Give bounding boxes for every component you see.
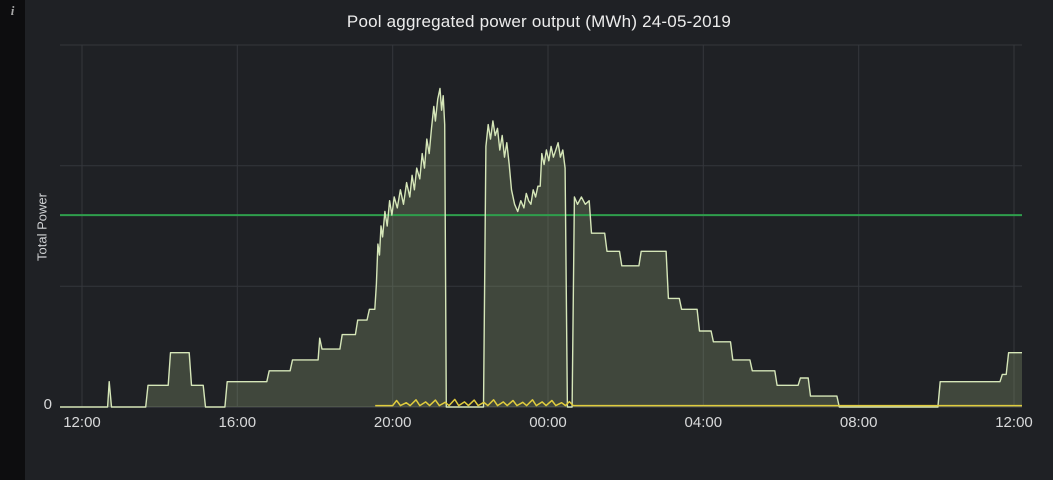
x-axis-tick-label: 12:00 [63, 414, 101, 431]
power-area-fill [60, 88, 1022, 408]
x-axis-tick-label: 16:00 [218, 414, 257, 431]
y-axis-tick-label: 0 [43, 396, 52, 413]
x-axis-tick-label: 00:00 [529, 414, 567, 431]
x-axis-tick-label: 08:00 [839, 414, 878, 431]
x-axis-tick-label: 04:00 [684, 414, 723, 431]
power-line [60, 87, 1022, 408]
left-edge-strip: i [0, 0, 25, 480]
info-icon[interactable]: i [10, 3, 15, 18]
secondary-line [375, 398, 1022, 407]
panel-title[interactable]: Pool aggregated power output (MWh) 24-05… [346, 12, 732, 31]
x-axis-tick-label: 12:00 [995, 414, 1033, 431]
x-axis-tick-label: 20:00 [373, 414, 412, 431]
y-axis-label: Total Power [34, 193, 50, 261]
